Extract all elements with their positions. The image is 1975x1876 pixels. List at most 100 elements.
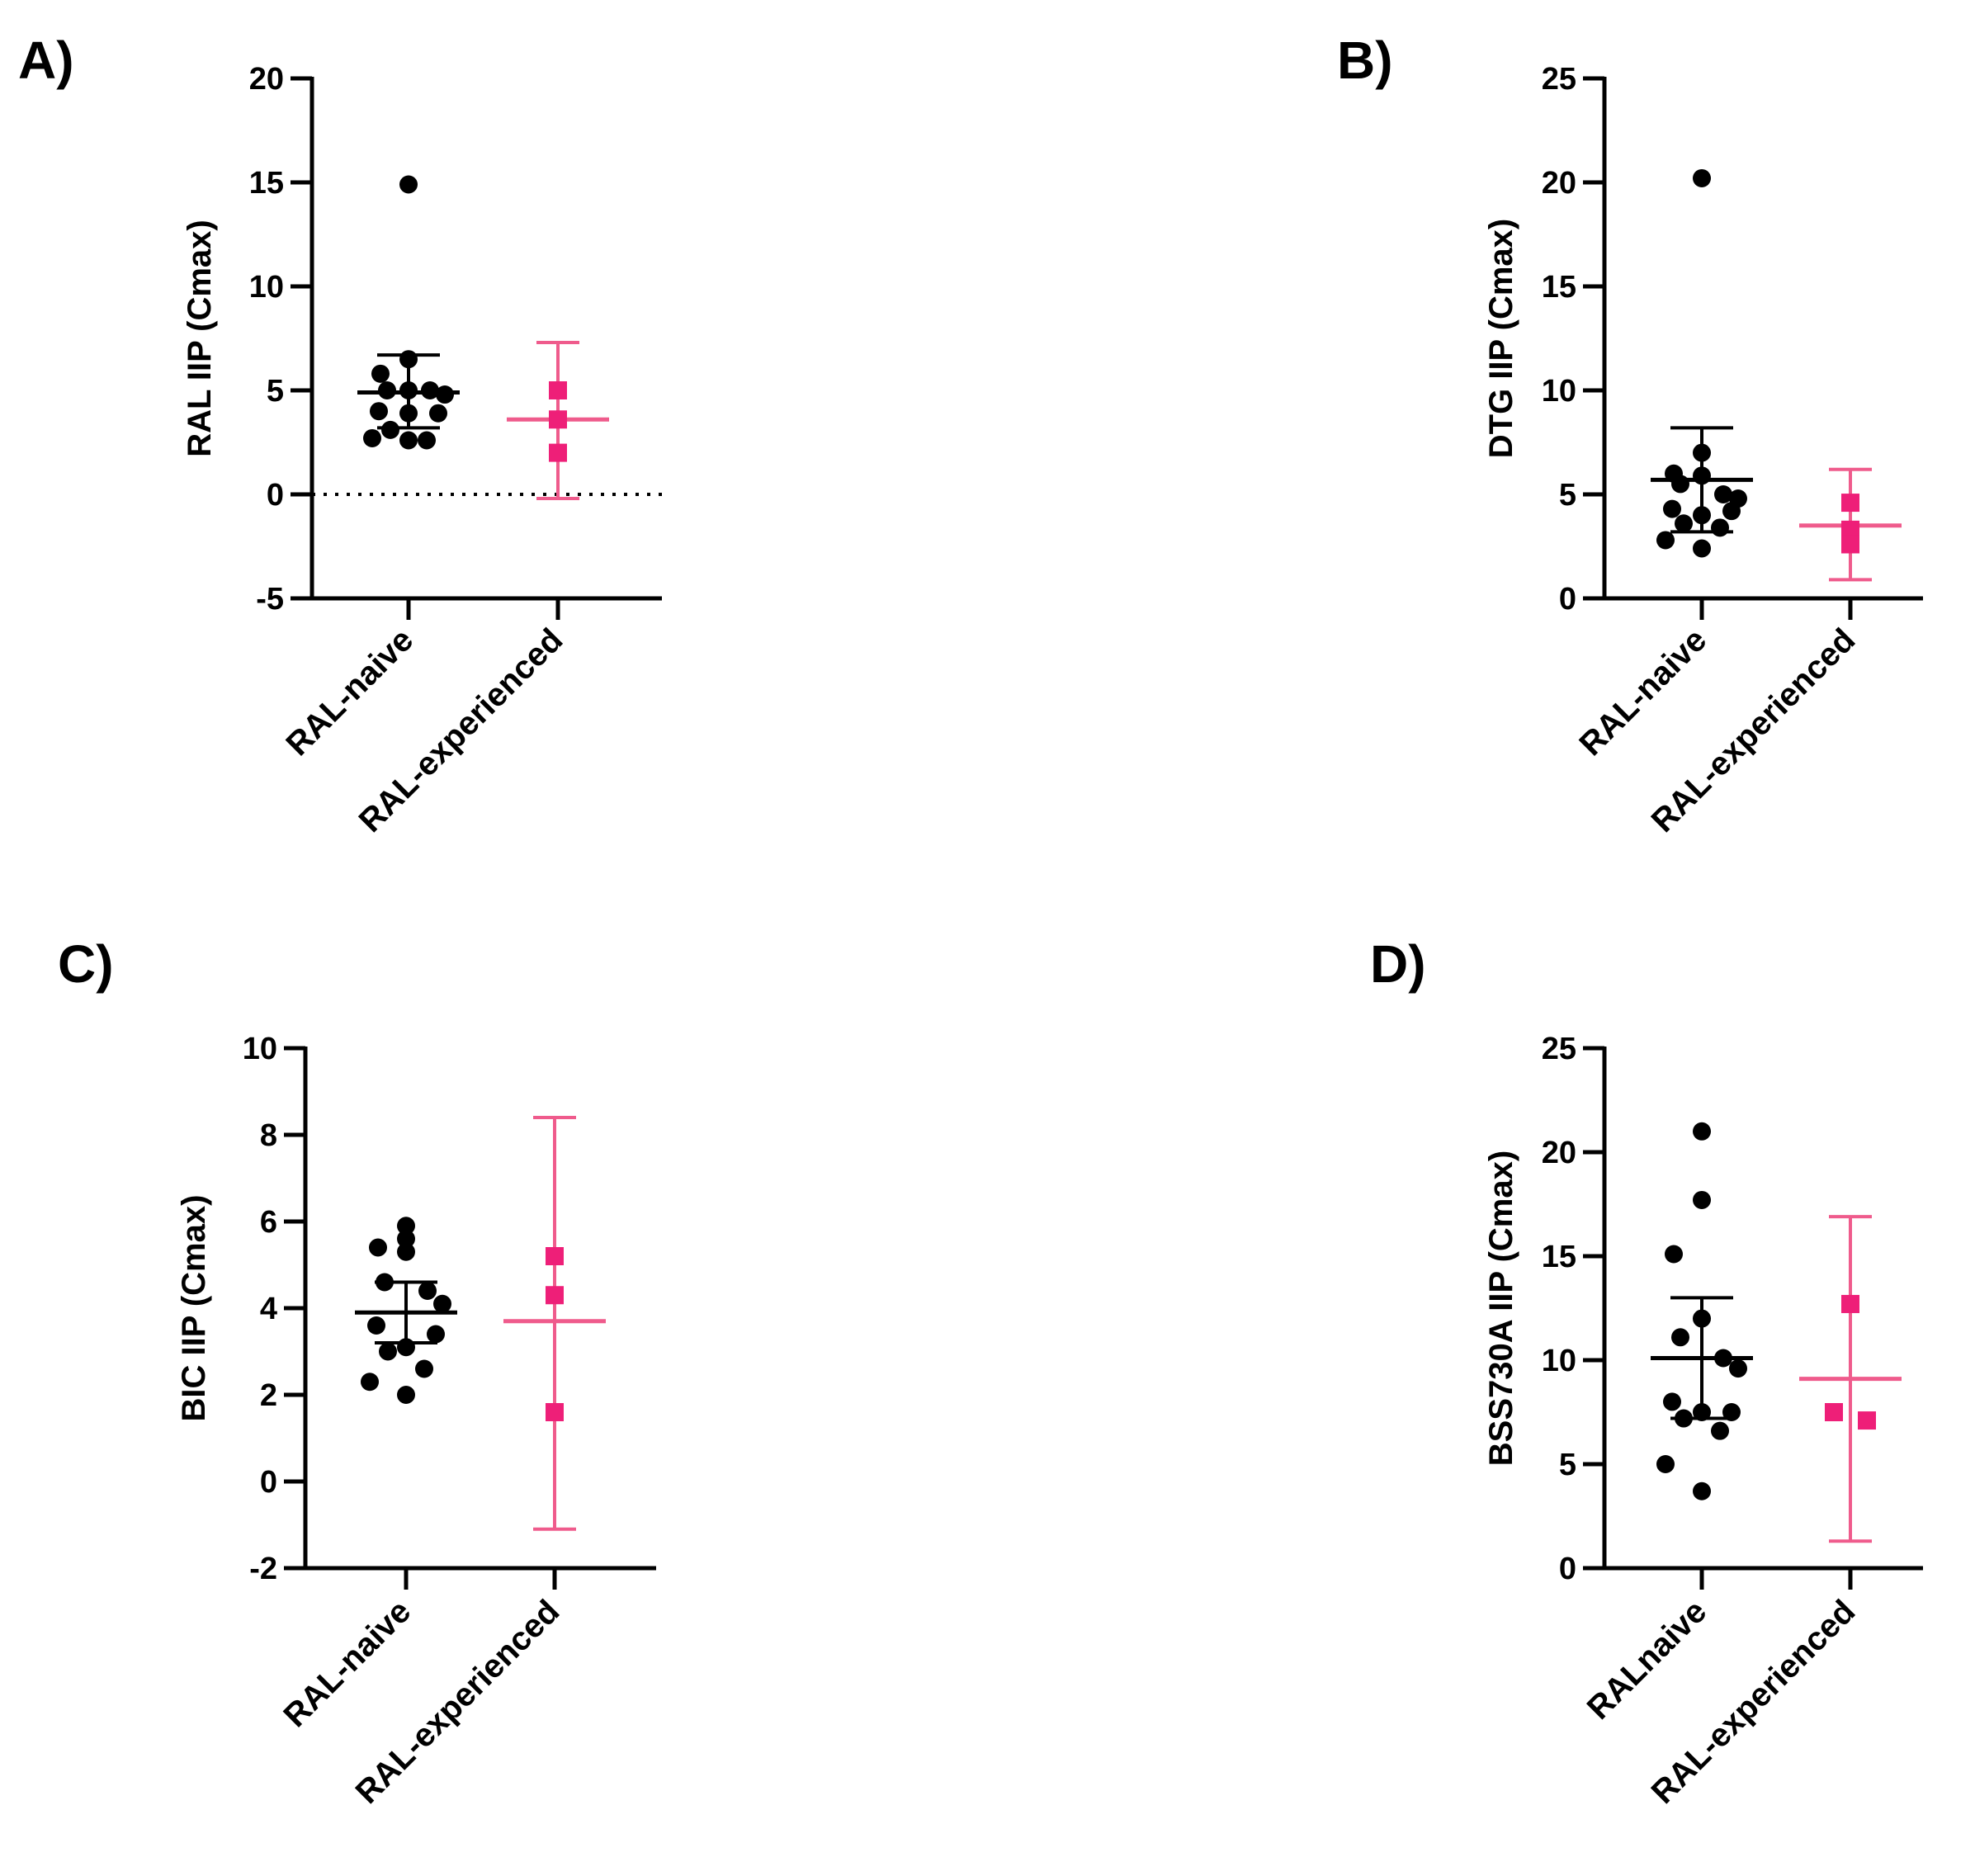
data-point-experienced <box>546 1247 564 1265</box>
data-point-naive <box>399 350 418 369</box>
data-point-experienced <box>1841 1294 1859 1313</box>
data-point-naive <box>1693 168 1711 187</box>
data-point-naive <box>1693 466 1711 485</box>
y-tick-label: 15 <box>249 166 284 201</box>
data-point-naive <box>418 431 436 450</box>
data-point-naive <box>1693 506 1711 525</box>
y-axis-label: BIC IIP (Cmax) <box>176 1195 212 1422</box>
y-tick-label: 15 <box>1542 1240 1576 1274</box>
data-point-naive <box>379 1342 397 1361</box>
data-point-naive <box>1693 1190 1711 1209</box>
panel-label: B) <box>1337 31 1393 90</box>
data-point-experienced <box>549 443 567 462</box>
y-tick-label: 0 <box>1559 1552 1576 1586</box>
data-point-naive <box>1665 1245 1683 1264</box>
y-tick-label: 20 <box>1542 166 1576 201</box>
data-point-naive <box>397 1217 415 1236</box>
data-point-naive <box>1675 1409 1693 1428</box>
x-category-label: RAL-naive <box>1572 621 1713 763</box>
data-point-naive <box>1714 485 1732 503</box>
data-point-naive <box>399 404 418 423</box>
data-point-experienced <box>1841 494 1859 513</box>
data-point-naive <box>1693 1122 1711 1141</box>
data-point-naive <box>1722 1403 1741 1421</box>
y-tick-label: 2 <box>260 1378 277 1413</box>
data-point-naive <box>1693 539 1711 558</box>
y-tick-label: 10 <box>249 270 284 305</box>
panel-label: C) <box>58 934 114 994</box>
panel-label: A) <box>18 31 74 90</box>
data-point-naive <box>376 1273 394 1292</box>
y-tick-label: 20 <box>249 62 284 97</box>
y-tick-label: 25 <box>1542 1032 1576 1066</box>
data-point-naive <box>1693 443 1711 462</box>
data-point-naive <box>369 1238 387 1257</box>
x-category-label: RAL-naive <box>276 1593 418 1734</box>
y-axis-label: BSS730A IIP (Cmax) <box>1483 1151 1519 1466</box>
data-point-naive <box>433 1294 451 1313</box>
data-point-naive <box>1693 1481 1711 1500</box>
data-point-naive <box>1693 1403 1711 1421</box>
data-point-naive <box>397 1338 415 1357</box>
y-tick-label: 0 <box>260 1465 277 1500</box>
y-tick-label: 25 <box>1542 62 1576 97</box>
data-point-naive <box>397 1242 415 1261</box>
data-point-experienced <box>546 1286 564 1305</box>
data-point-naive <box>399 381 418 399</box>
data-point-experienced <box>1825 1403 1843 1421</box>
y-tick-label: 5 <box>267 374 284 409</box>
x-category-label: RAL-naive <box>279 621 420 763</box>
data-point-naive <box>378 381 396 399</box>
x-category-label: RALnaive <box>1580 1593 1714 1727</box>
y-tick-label: 0 <box>1559 582 1576 617</box>
data-point-naive <box>1675 514 1693 533</box>
data-point-naive <box>427 1325 445 1344</box>
y-tick-label: 20 <box>1542 1136 1576 1170</box>
y-tick-label: 10 <box>243 1032 277 1066</box>
y-tick-label: 15 <box>1542 270 1576 305</box>
data-point-naive <box>397 1230 415 1248</box>
data-point-naive <box>1714 1349 1732 1368</box>
y-tick-label: 8 <box>260 1118 277 1153</box>
data-point-experienced <box>549 410 567 429</box>
y-tick-label: -5 <box>256 582 284 617</box>
panel-label: D) <box>1370 934 1426 994</box>
data-point-naive <box>421 381 439 399</box>
data-point-naive <box>418 1282 437 1300</box>
data-point-naive <box>361 1373 379 1392</box>
data-point-naive <box>399 431 418 450</box>
data-point-naive <box>399 175 418 194</box>
data-point-naive <box>363 428 381 447</box>
data-point-naive <box>1711 518 1729 537</box>
data-point-naive <box>367 1316 385 1335</box>
y-tick-label: 6 <box>260 1205 277 1240</box>
data-point-naive <box>436 385 454 404</box>
data-point-naive <box>415 1359 433 1378</box>
data-point-naive <box>1693 1309 1711 1328</box>
y-tick-label: -2 <box>249 1552 277 1586</box>
data-point-experienced <box>1841 520 1859 539</box>
data-point-naive <box>397 1386 415 1404</box>
y-tick-label: 0 <box>267 478 284 513</box>
data-point-naive <box>1671 475 1689 494</box>
data-point-experienced <box>1841 535 1859 554</box>
data-point-naive <box>1729 1359 1747 1378</box>
data-point-naive <box>370 402 388 421</box>
data-point-naive <box>1711 1421 1729 1440</box>
data-point-experienced <box>1858 1411 1876 1430</box>
data-point-naive <box>429 404 447 423</box>
y-tick-label: 4 <box>260 1292 277 1326</box>
y-tick-label: 10 <box>1542 1344 1576 1378</box>
data-point-naive <box>1663 1392 1681 1411</box>
y-tick-label: 10 <box>1542 374 1576 409</box>
data-point-experienced <box>549 381 567 399</box>
y-tick-label: 5 <box>1559 478 1576 513</box>
y-axis-label: DTG IIP (Cmax) <box>1483 219 1519 458</box>
data-point-experienced <box>546 1403 564 1421</box>
data-point-naive <box>1663 499 1681 518</box>
